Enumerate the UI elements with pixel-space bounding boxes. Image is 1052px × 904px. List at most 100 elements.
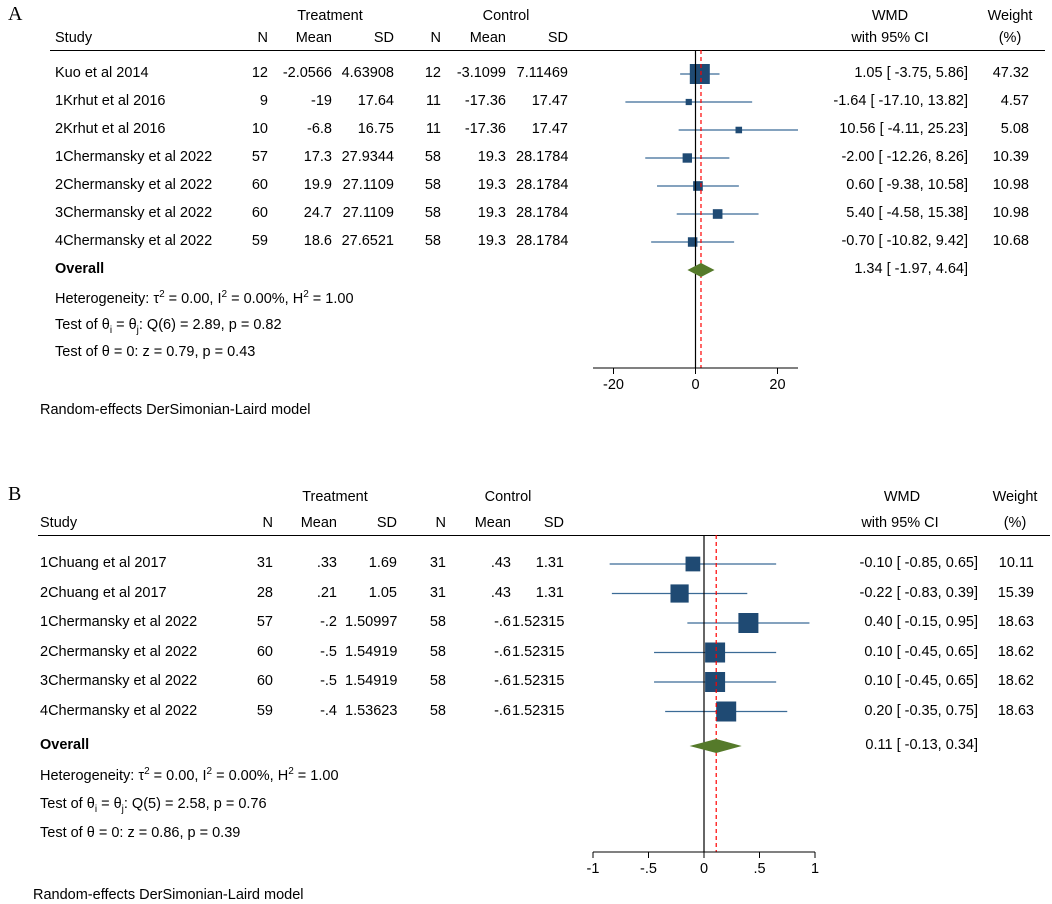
cell-t-mean: .33 — [316, 555, 337, 571]
c-mean-header: Mean — [469, 30, 506, 46]
cell-t-mean: .21 — [316, 584, 337, 601]
cell-t-mean: 19.9 — [303, 177, 332, 193]
cell-c-n: 12 — [424, 65, 441, 81]
effect-ci-text: 10.56 [ -4.11, 25.23] — [839, 121, 968, 137]
x-tick-label: -1 — [587, 861, 600, 877]
c-mean-header: Mean — [474, 515, 511, 531]
cell-c-n: 58 — [429, 614, 446, 630]
effect-marker — [705, 642, 726, 663]
effect-ci-text: -0.22 [ -0.83, 0.39] — [859, 584, 979, 601]
study-name: 2Chermansky et al 2022 — [55, 177, 213, 193]
study-name: 4Chermansky et al 2022 — [40, 702, 198, 719]
effect-ci-text: 5.40 [ -4.58, 15.38] — [846, 205, 968, 221]
control-header: Control — [482, 8, 530, 24]
effect-marker — [735, 126, 743, 134]
test-equality: Test of θi = θj: Q(6) = 2.89, p = 0.82 — [55, 317, 282, 336]
forest-plot-a: A Treatment Control WMD Weight Study N M… — [0, 0, 1052, 450]
weight-text: 18.63 — [997, 614, 1034, 630]
weight-text: 18.62 — [997, 643, 1034, 660]
effect-marker — [693, 181, 703, 191]
effect-marker — [682, 153, 692, 163]
cell-t-sd: 27.9344 — [341, 149, 394, 165]
cell-c-sd: 1.52315 — [512, 614, 565, 630]
weight-text: 18.62 — [997, 673, 1034, 689]
cell-c-n: 58 — [429, 643, 446, 660]
cell-t-sd: 4.63908 — [341, 65, 394, 81]
c-sd-header: SD — [547, 30, 568, 46]
effect-marker — [687, 237, 698, 247]
overall-diamond — [689, 739, 742, 753]
cell-t-mean: -.5 — [320, 643, 337, 660]
cell-t-n: 9 — [259, 93, 268, 109]
effect-ci-text: 0.10 [ -0.45, 0.65] — [864, 673, 978, 689]
cell-t-mean: -.2 — [320, 614, 337, 630]
study-name: 4Chermansky et al 2022 — [55, 233, 213, 249]
effect-header-top: WMD — [871, 8, 909, 24]
effect-ci-text: 0.60 [ -9.38, 10.58] — [846, 177, 968, 193]
study-name: 1Chermansky et al 2022 — [40, 614, 198, 630]
cell-c-sd: 28.1784 — [516, 149, 569, 165]
x-tick-label: -20 — [603, 377, 624, 393]
cell-c-sd: 17.47 — [531, 93, 568, 109]
cell-c-n: 58 — [424, 177, 441, 193]
cell-t-sd: 27.1109 — [342, 177, 394, 193]
weight-text: 10.11 — [998, 555, 1034, 571]
c-n-header: N — [430, 30, 441, 46]
study-name: 2Krhut et al 2016 — [55, 121, 166, 137]
cell-c-n: 31 — [429, 584, 446, 601]
cell-c-n: 58 — [424, 205, 441, 221]
cell-t-sd: 1.53623 — [345, 702, 398, 719]
weight-text: 4.57 — [1000, 93, 1029, 109]
cell-c-mean: -.6 — [494, 673, 511, 689]
t-n-header: N — [257, 30, 268, 46]
t-mean-header: Mean — [300, 515, 337, 531]
weight-header-top: Weight — [987, 8, 1033, 24]
weight-text: 10.68 — [992, 233, 1029, 249]
weight-text: 5.08 — [1000, 121, 1029, 137]
cell-t-mean: -.4 — [320, 702, 337, 719]
control-header: Control — [484, 489, 532, 505]
weight-text: 10.39 — [992, 149, 1029, 165]
study-name: 1Krhut et al 2016 — [55, 93, 166, 109]
study-column-header: Study — [55, 30, 93, 46]
heterogeneity-stats: Heterogeneity: τ2 = 0.00, I2 = 0.00%, H2… — [55, 289, 354, 307]
effect-marker — [689, 64, 710, 84]
cell-t-sd: 1.69 — [368, 555, 397, 571]
header-rule — [38, 535, 1050, 536]
cell-t-mean: -19 — [311, 93, 332, 109]
t-n-header: N — [262, 515, 273, 531]
x-tick-label: 0 — [700, 861, 708, 877]
cell-t-n: 57 — [251, 149, 268, 165]
x-tick-label: -.5 — [640, 861, 657, 877]
cell-c-mean: -17.36 — [464, 121, 506, 137]
effect-marker — [705, 672, 726, 692]
cell-c-mean: .43 — [490, 555, 511, 571]
effect-marker — [712, 209, 723, 219]
cell-t-sd: 27.6521 — [341, 233, 394, 249]
study-name: 1Chermansky et al 2022 — [55, 149, 213, 165]
cell-c-n: 58 — [424, 233, 441, 249]
c-n-header: N — [435, 515, 446, 531]
panel-label: A — [8, 3, 23, 25]
cell-c-mean: -.6 — [494, 643, 511, 660]
cell-t-n: 28 — [256, 584, 273, 601]
cell-t-n: 31 — [256, 555, 273, 571]
cell-t-mean: 24.7 — [303, 205, 332, 221]
effect-ci-text: -0.70 [ -10.82, 9.42] — [841, 233, 968, 249]
cell-c-mean: 19.3 — [477, 149, 506, 165]
forest-plot-area: -1 -.5 0 .5 1 — [587, 535, 819, 877]
study-name: 3Chermansky et al 2022 — [55, 205, 213, 221]
cell-c-n: 11 — [425, 93, 441, 109]
cell-t-sd: 1.05 — [368, 584, 397, 601]
cell-c-mean: 19.3 — [477, 233, 506, 249]
cell-t-n: 60 — [251, 205, 268, 221]
cell-t-mean: -.5 — [320, 673, 337, 689]
weight-text: 18.63 — [997, 702, 1034, 719]
effect-header-bottom: with 95% CI — [851, 30, 929, 46]
weight-text: 47.32 — [992, 65, 1029, 81]
cell-t-sd: 1.54919 — [345, 643, 398, 660]
c-sd-header: SD — [543, 515, 564, 531]
cell-c-sd: 17.47 — [531, 121, 568, 137]
cell-c-mean: .43 — [490, 584, 511, 601]
cell-c-n: 58 — [424, 149, 441, 165]
